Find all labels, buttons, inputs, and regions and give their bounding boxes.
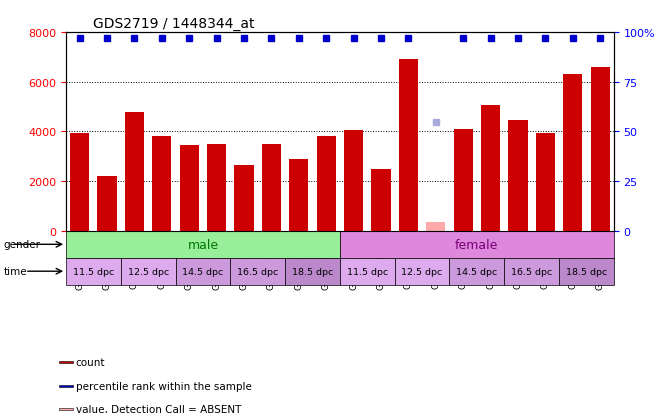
Bar	[66, 258, 121, 285]
Bar	[262, 145, 281, 231]
Bar	[207, 145, 226, 231]
Bar	[176, 258, 230, 285]
Bar	[399, 60, 418, 231]
Text: 12.5 dpc: 12.5 dpc	[127, 267, 169, 276]
Bar	[340, 231, 614, 258]
Bar	[395, 258, 449, 285]
Bar	[559, 258, 614, 285]
Bar	[536, 133, 555, 231]
Text: 16.5 dpc: 16.5 dpc	[237, 267, 279, 276]
Bar	[121, 258, 176, 285]
Bar	[59, 361, 73, 363]
Text: 16.5 dpc: 16.5 dpc	[511, 267, 552, 276]
Bar	[481, 106, 500, 231]
Text: time: time	[3, 266, 27, 277]
Bar	[289, 159, 308, 231]
Text: 11.5 dpc: 11.5 dpc	[73, 267, 114, 276]
Bar	[98, 177, 117, 231]
Text: 18.5 dpc: 18.5 dpc	[566, 267, 607, 276]
Bar	[230, 258, 285, 285]
Text: 11.5 dpc: 11.5 dpc	[346, 267, 388, 276]
Text: male: male	[187, 238, 218, 251]
Text: 14.5 dpc: 14.5 dpc	[182, 267, 224, 276]
Bar	[152, 137, 172, 231]
Text: 18.5 dpc: 18.5 dpc	[292, 267, 333, 276]
Bar	[344, 131, 363, 231]
Bar	[70, 133, 89, 231]
Bar	[285, 258, 340, 285]
Bar	[59, 408, 73, 411]
Bar	[125, 112, 144, 231]
Text: percentile rank within the sample: percentile rank within the sample	[75, 381, 251, 391]
Bar	[591, 68, 610, 231]
Bar	[59, 385, 73, 387]
Bar	[508, 121, 527, 231]
Text: 14.5 dpc: 14.5 dpc	[456, 267, 498, 276]
Bar	[180, 146, 199, 231]
Bar	[449, 258, 504, 285]
Bar	[426, 223, 446, 231]
Text: GDS2719 / 1448344_at: GDS2719 / 1448344_at	[94, 17, 255, 31]
Bar	[66, 231, 340, 258]
Bar	[317, 137, 336, 231]
Bar	[340, 258, 395, 285]
Bar	[234, 166, 253, 231]
Bar	[453, 130, 473, 231]
Text: value, Detection Call = ABSENT: value, Detection Call = ABSENT	[75, 404, 241, 413]
Bar	[504, 258, 559, 285]
Text: gender: gender	[3, 240, 40, 250]
Text: 12.5 dpc: 12.5 dpc	[401, 267, 443, 276]
Text: female: female	[455, 238, 498, 251]
Bar	[563, 75, 582, 231]
Bar	[372, 169, 391, 231]
Text: count: count	[75, 357, 105, 367]
